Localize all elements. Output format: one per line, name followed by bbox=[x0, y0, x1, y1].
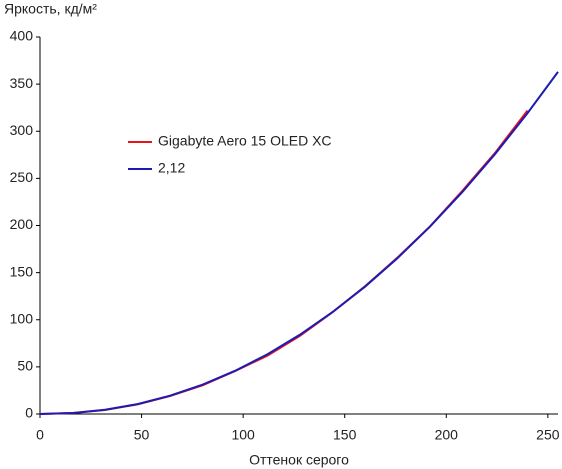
y-tick-label: 0 bbox=[25, 405, 33, 421]
x-tick-label: 100 bbox=[231, 427, 255, 443]
y-tick-label: 100 bbox=[10, 310, 34, 326]
x-axis-label: Оттенок серого bbox=[249, 452, 349, 468]
legend-label: Gigabyte Aero 15 OLED XC bbox=[158, 133, 332, 149]
y-tick-label: 250 bbox=[10, 169, 34, 185]
x-tick-label: 0 bbox=[36, 427, 44, 443]
x-tick-label: 150 bbox=[333, 427, 357, 443]
x-tick-label: 50 bbox=[134, 427, 150, 443]
series-line bbox=[39, 109, 529, 415]
x-tick-label: 250 bbox=[536, 427, 560, 443]
y-tick-label: 400 bbox=[10, 28, 34, 44]
y-axis-label: Яркость, кд/м² bbox=[4, 1, 97, 17]
y-tick-label: 350 bbox=[10, 75, 34, 91]
series-line bbox=[39, 71, 559, 415]
y-tick-label: 50 bbox=[17, 358, 33, 374]
y-tick-label: 300 bbox=[10, 122, 34, 138]
legend-label: 2,12 bbox=[158, 160, 185, 176]
y-tick-label: 200 bbox=[10, 216, 34, 232]
y-tick-label: 150 bbox=[10, 263, 34, 279]
x-tick-label: 200 bbox=[435, 427, 459, 443]
